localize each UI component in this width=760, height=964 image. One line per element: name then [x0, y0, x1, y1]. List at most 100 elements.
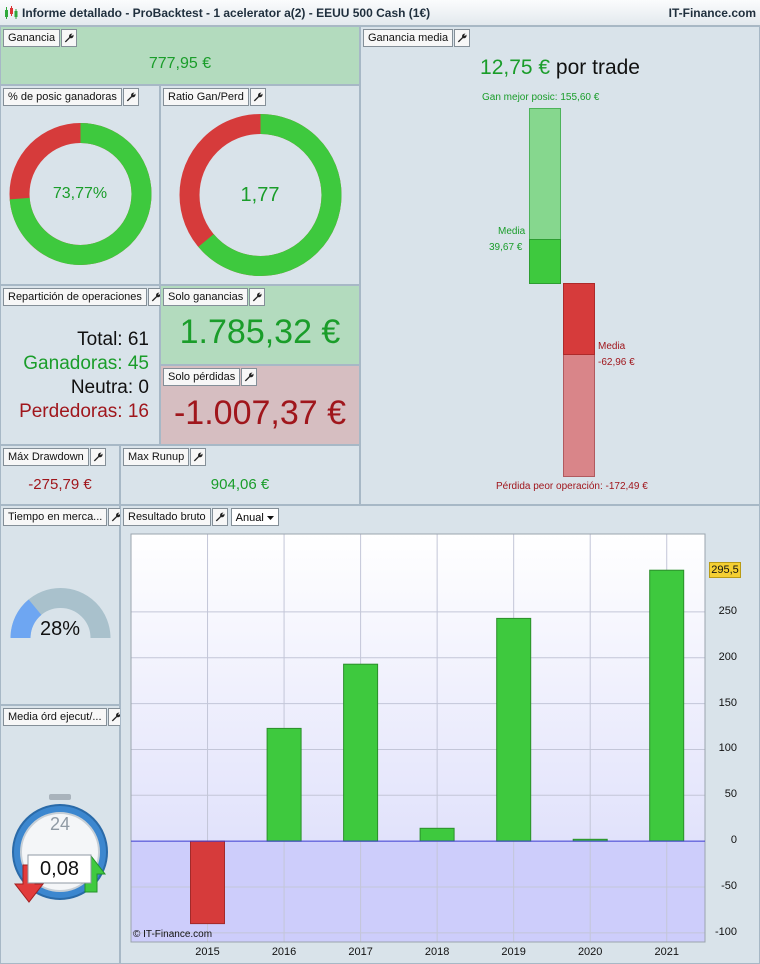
wrench-icon[interactable] — [61, 29, 78, 47]
avg-gain-suffix: por trade — [550, 56, 640, 79]
max-drawdown-value: -275,79 € — [28, 476, 92, 493]
bar-2018 — [419, 827, 455, 842]
annual-result-chart — [130, 533, 706, 943]
win-media-label: Media — [498, 226, 526, 237]
y-tick-label: 50 — [724, 788, 737, 801]
plot-area-positive — [131, 534, 705, 842]
wrench-icon[interactable] — [190, 448, 207, 466]
neutral-value: 0 — [138, 377, 149, 398]
wrench-icon[interactable] — [122, 88, 139, 106]
losers-label: Perdedoras: — [19, 401, 123, 422]
panel-ganancia-media: Ganancia media 12,75 € por trade Gan mej… — [360, 26, 760, 505]
winners-line: Ganadoras: 45 — [23, 353, 149, 375]
title-bar: Informe detallado - ProBacktest - 1 acel… — [0, 0, 760, 26]
period-dropdown-value: Anual — [235, 512, 264, 524]
y-tick-label: 100 — [718, 742, 737, 755]
wrench-icon[interactable] — [249, 88, 266, 106]
winners-value: 45 — [127, 353, 149, 374]
panel-ganancia: Ganancia 777,95 € — [0, 26, 360, 85]
loss-media-label: Media — [598, 341, 626, 352]
avg-gain-headline: 12,75 € por trade — [361, 56, 759, 80]
y-tick-label: -50 — [721, 879, 737, 892]
panel-header: Ratio Gan/Perd — [163, 88, 266, 106]
total-label: Total: — [77, 329, 123, 350]
win-rate-donut — [9, 123, 152, 265]
plot-border — [130, 533, 706, 943]
y-tick-label: 250 — [718, 604, 737, 617]
win-media-value: 39,67 € — [489, 242, 523, 253]
clock-number: 24 — [49, 814, 71, 834]
ganancia-value: 777,95 € — [148, 55, 212, 72]
panel-title: Máx Drawdown — [3, 448, 89, 466]
winners-label: Ganadoras: — [23, 353, 123, 374]
max-runup-value: 904,06 € — [210, 476, 270, 493]
panel-header: Solo pérdidas — [163, 368, 258, 386]
x-tick-label: 2015 — [195, 946, 220, 958]
panel-header: Máx Drawdown — [3, 448, 106, 466]
panel-reparticion: Repartición de operaciones Total: 61 Gan… — [0, 285, 164, 445]
panel-title: Ratio Gan/Perd — [163, 88, 249, 106]
wrench-icon[interactable] — [454, 29, 471, 47]
panel-header: Repartición de operaciones — [3, 288, 164, 306]
y-tick-label: 200 — [718, 650, 737, 663]
panel-title: Max Runup — [123, 448, 190, 466]
bar-2017 — [343, 663, 379, 842]
solo-ganancias-value: 1.785,32 € — [179, 313, 341, 351]
y-tick-label: 150 — [718, 696, 737, 709]
neutral-label: Neutra: — [70, 377, 134, 398]
donut-win-arc — [9, 123, 152, 265]
panel-ratio: Ratio Gan/Perd 1,77 — [160, 85, 360, 285]
solo-perdidas-value: -1.007,37 € — [173, 394, 347, 432]
window-title: Informe detallado - ProBacktest - 1 acel… — [22, 6, 431, 20]
panel-header: Media órd ejecut/... — [3, 708, 124, 726]
time-in-market-gauge — [10, 588, 111, 639]
wrench-icon[interactable] — [241, 368, 258, 386]
panel-header: Solo ganancias — [163, 288, 266, 306]
x-tick-label: 2017 — [348, 946, 373, 958]
x-tick-label: 2021 — [654, 946, 679, 958]
panel-title: Ganancia media — [363, 29, 454, 47]
avg-gain-value: 12,75 € — [480, 56, 551, 79]
panel-header: Ganancia — [3, 29, 78, 47]
bar-2015 — [190, 840, 225, 925]
wrench-icon[interactable] — [89, 448, 106, 466]
y-tick-label: -100 — [714, 925, 737, 938]
ratio-donut — [179, 114, 342, 276]
panel-resultado-bruto: Resultado bruto Anual 295,5 © IT-Finance… — [120, 505, 760, 964]
panel-solo-ganancias: Solo ganancias 1.785,32 € — [160, 285, 360, 365]
chevron-down-icon — [266, 516, 274, 520]
wrench-icon[interactable] — [211, 508, 228, 526]
panel-title: % de posic ganadoras — [3, 88, 122, 106]
loss-media-value: -62,96 € — [598, 357, 635, 368]
panel-title: Solo ganancias — [163, 288, 249, 306]
chart-copyright: © IT-Finance.com — [133, 929, 213, 940]
wrench-icon[interactable] — [249, 288, 266, 306]
panel-header: Resultado bruto Anual — [123, 508, 279, 526]
panel-max-drawdown: Máx Drawdown -275,79 € — [0, 445, 120, 505]
panel-title: Media órd ejecut/... — [3, 708, 107, 726]
total-value: 61 — [127, 329, 149, 350]
panel-header: % de posic ganadoras — [3, 88, 139, 106]
neutral-line: Neutra: 0 — [71, 377, 149, 399]
bar-2016 — [266, 727, 302, 842]
losers-value: 16 — [127, 401, 149, 422]
clock-icon — [12, 794, 108, 903]
period-dropdown[interactable]: Anual — [230, 508, 279, 526]
panel-solo-perdidas: Solo pérdidas -1.007,37 € — [160, 365, 360, 445]
candlestick-app-icon — [5, 6, 18, 19]
panel-tiempo: Tiempo en merca... 28% — [0, 505, 125, 705]
panel-max-runup: Max Runup 904,06 € — [120, 445, 360, 505]
x-tick-label: 2018 — [424, 946, 450, 958]
win-average-bar — [529, 239, 561, 284]
win-rate-value: 73,77% — [52, 185, 108, 202]
panel-title: Tiempo en merca... — [3, 508, 108, 526]
x-tick-label: 2016 — [271, 946, 297, 958]
total-line: Total: 61 — [77, 329, 149, 351]
media-ord-value: 0,08 — [40, 858, 79, 880]
y-tick-label: 0 — [730, 834, 737, 847]
plot-area-negative — [131, 841, 705, 942]
panel-header: Max Runup — [123, 448, 207, 466]
panel-header: Ganancia media — [363, 29, 471, 47]
current-value-tag: 295,5 — [709, 562, 741, 579]
worst-trade-label: Pérdida peor operación: -172,49 € — [496, 481, 648, 492]
